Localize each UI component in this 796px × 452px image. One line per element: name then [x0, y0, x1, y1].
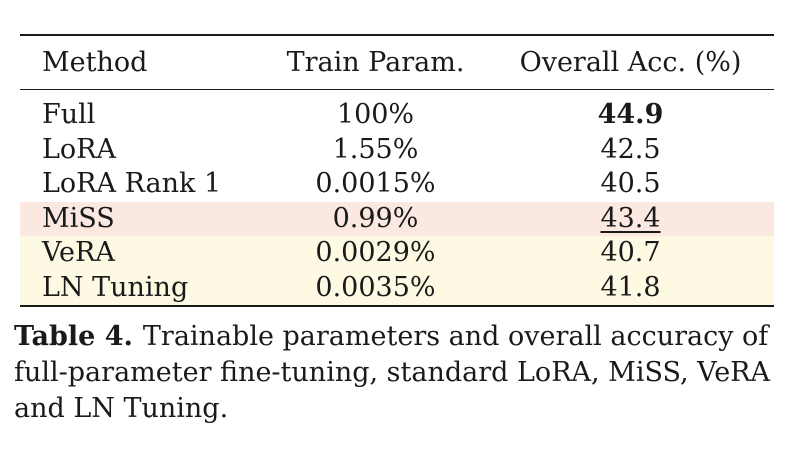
table-row-lora: LoRA 1.55% 42.5 [20, 133, 774, 168]
cell-overall-acc: 40.7 [600, 237, 661, 269]
cell-method: Full [42, 99, 96, 131]
table-row-miss: MiSS 0.99% 43.4 [20, 201, 774, 236]
cell-method: LN Tuning [42, 271, 189, 303]
cell-method: MiSS [42, 202, 115, 234]
table-row-full: Full 100% 44.9 [20, 98, 774, 133]
table-row-lora-rank-1: LoRA Rank 1 0.0015% 40.5 [20, 167, 774, 202]
top-rule [20, 34, 774, 36]
header-train-param: Train Param. [286, 46, 465, 78]
cell-train-param: 0.0015% [315, 168, 436, 200]
caption-text: Trainable parameters and overall accurac… [14, 321, 771, 424]
cell-train-param: 0.0029% [315, 237, 436, 269]
table-caption: Table 4. Trainable parameters and overall… [14, 319, 790, 427]
cell-overall-acc: 44.9 [597, 99, 664, 131]
cell-method: LoRA [42, 133, 117, 165]
bottom-rule [20, 305, 774, 307]
cell-train-param: 100% [336, 99, 415, 131]
cell-overall-acc: 42.5 [600, 133, 661, 165]
results-table: Method Train Param. Overall Acc. (%) Ful… [20, 34, 774, 307]
cell-method: VeRA [42, 237, 115, 269]
table-row-ln-tuning: LN Tuning 0.0035% 41.8 [20, 270, 774, 305]
cell-overall-acc: 43.4 [487, 202, 774, 236]
table-header-row: Method Train Param. Overall Acc. (%) [20, 36, 774, 89]
header-method: Method [42, 46, 148, 78]
header-overall-acc: Overall Acc. (%) [519, 46, 742, 78]
mid-rule [20, 89, 774, 90]
cell-train-param: 0.0035% [315, 271, 436, 303]
caption-label: Table 4. [14, 321, 133, 352]
cell-overall-acc: 41.8 [600, 271, 661, 303]
cell-train-param: 1.55% [332, 133, 419, 165]
cell-method: LoRA Rank 1 [42, 168, 222, 200]
cell-train-param: 0.99% [332, 202, 419, 234]
underlined-value: 43.4 [600, 202, 661, 234]
cell-overall-acc: 40.5 [600, 168, 661, 200]
table-row-vera: VeRA 0.0029% 40.7 [20, 236, 774, 271]
